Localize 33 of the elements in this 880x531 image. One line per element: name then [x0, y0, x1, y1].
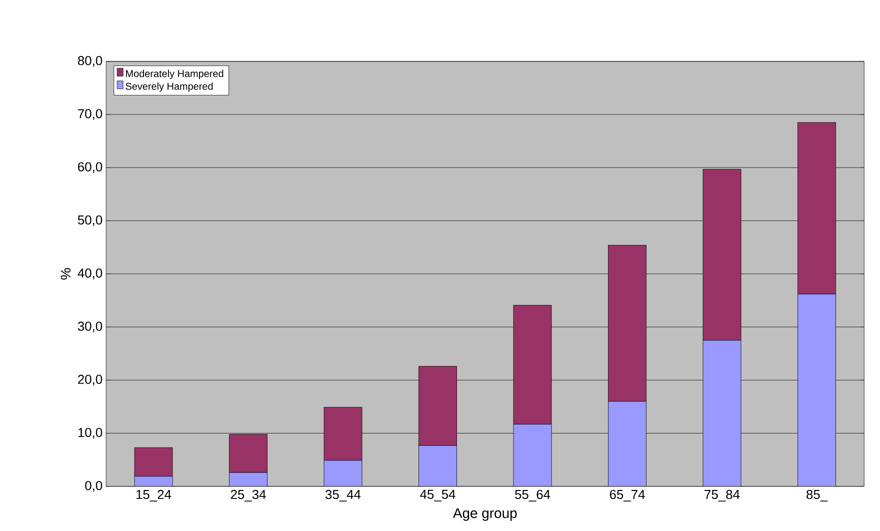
x-tick-label: 65_74: [610, 490, 645, 502]
bar: [418, 445, 457, 486]
y-tick-label: 80,0: [78, 56, 102, 67]
x-tick-label: 25_34: [230, 490, 266, 502]
bar: [134, 476, 173, 486]
bar: [702, 340, 742, 486]
bar: [608, 401, 646, 486]
y-tick-label: 10,0: [78, 428, 102, 439]
y-tick-label: 60,0: [78, 162, 102, 173]
x-tick-label: 15_24: [136, 490, 172, 502]
bar: [513, 424, 552, 486]
y-tick-label: 0,0: [85, 481, 102, 492]
x-axis-title: Age group: [452, 508, 517, 521]
bar: [324, 407, 362, 461]
legend-label: Severely Hampered: [126, 82, 213, 92]
y-tick-label: 20,0: [78, 374, 102, 386]
x-tick-label: 45_54: [420, 490, 456, 502]
x-tick-label: 55_64: [515, 490, 550, 502]
bar: [798, 294, 836, 486]
bar: [229, 434, 268, 473]
x-tick-label: 75_84: [704, 490, 740, 502]
bar: [513, 305, 552, 424]
x-tick-label: 35_44: [325, 490, 361, 502]
y-tick-label: 70,0: [78, 109, 102, 120]
bar: [324, 460, 362, 486]
x-tick-label: 85_: [806, 490, 828, 502]
y-tick-label: 50,0: [78, 215, 102, 226]
y-axis-title: %: [60, 268, 71, 280]
legend-label: Moderately Hampered: [126, 70, 224, 80]
y-tick-label: 30,0: [78, 322, 102, 332]
bar: [229, 472, 268, 486]
bar: [418, 366, 457, 446]
y-tick-label: 40,0: [78, 268, 102, 280]
